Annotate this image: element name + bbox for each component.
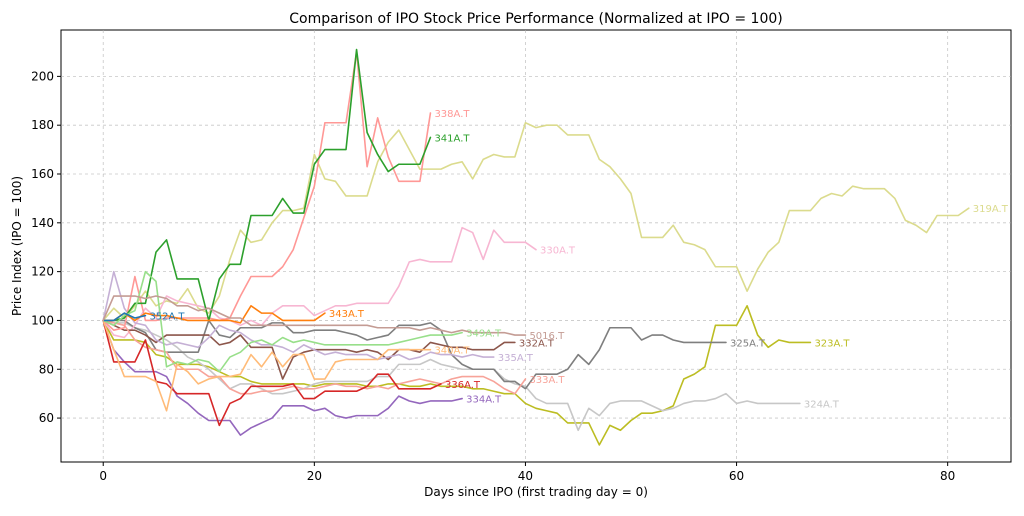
series-line-341a-t <box>102 48 432 322</box>
series-end-label: 349A.T <box>466 329 502 340</box>
series-end-label: 325A.T <box>730 338 766 349</box>
series-end-label: 352A.T <box>149 312 185 323</box>
y-tick-label: 100 <box>31 313 54 327</box>
y-tick-label: 60 <box>39 411 54 425</box>
series-line-325a-t <box>102 319 727 390</box>
series-line-323a-t <box>102 304 812 446</box>
series-line-338a-t <box>102 51 432 332</box>
series-line-352a-t <box>102 312 147 322</box>
series-end-label: 334A.T <box>466 395 502 406</box>
series-end-label: 343A.T <box>329 309 365 320</box>
series-end-label: 341A.T <box>434 133 470 144</box>
y-tick-label: 180 <box>31 118 54 132</box>
x-tick-label: 20 <box>307 469 322 483</box>
series-line-319a-t <box>102 121 970 322</box>
chart-title: Comparison of IPO Stock Price Performanc… <box>289 11 782 27</box>
series-end-label: 319A.T <box>973 204 1009 215</box>
y-axis-label: Price Index (IPO = 100) <box>10 176 24 316</box>
series-end-label: 332A.T <box>519 338 555 349</box>
series-end-label: 338A.T <box>434 109 470 120</box>
series-end-label: 333A.T <box>529 375 565 386</box>
plot-frame <box>60 29 1012 463</box>
x-axis-label: Days since IPO (first trading day = 0) <box>424 485 648 499</box>
series-line-324a-t <box>102 319 801 432</box>
series-line-349a-t <box>102 270 463 373</box>
series-line-5016-t <box>102 295 527 336</box>
series-end-label: 324A.T <box>804 399 840 410</box>
series-end-label: 5016.T <box>529 331 565 342</box>
grid-layer <box>61 30 1011 462</box>
series-line-340a-t <box>102 319 432 412</box>
y-tick-label: 200 <box>31 69 54 83</box>
plot-area: 319A.T 323A.T 324A.T 325A.T 330A.T 332A.T 333A… <box>31 29 1012 483</box>
x-tick-label: 80 <box>940 469 955 483</box>
series-end-label: 335A.T <box>498 353 534 364</box>
series-end-label: 340A.T <box>434 346 470 357</box>
series-line-336a-t <box>102 319 442 427</box>
x-tick-label: 0 <box>99 469 107 483</box>
y-tick-label: 160 <box>31 167 54 181</box>
y-tick-label: 120 <box>31 265 54 279</box>
series-layer <box>102 48 970 446</box>
series-line-334a-t <box>102 319 463 436</box>
series-end-label: 323A.T <box>814 338 850 349</box>
y-tick-label: 80 <box>39 362 54 376</box>
label-layer: 319A.T 323A.T 324A.T 325A.T 330A.T 332A.T 333A… <box>149 109 1008 410</box>
series-line-335a-t <box>102 270 495 361</box>
x-tick-label: 40 <box>518 469 533 483</box>
series-end-label: 336A.T <box>445 380 481 391</box>
series-line-332a-t <box>102 319 516 380</box>
series-end-label: 330A.T <box>540 246 576 257</box>
x-tick-label: 60 <box>729 469 744 483</box>
y-tick-label: 140 <box>31 216 54 230</box>
series-line-330a-t <box>102 226 537 339</box>
axis-layer: 60 80 100 120 140 160 180 200 0 20 40 60 80 <box>31 69 955 483</box>
